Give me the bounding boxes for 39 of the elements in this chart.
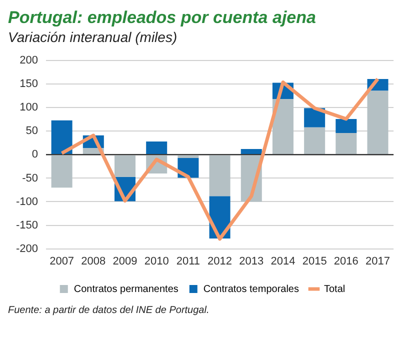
y-tick-label: 0 (32, 148, 38, 161)
x-tick-label: 2008 (81, 255, 106, 268)
bar (51, 120, 72, 154)
x-tick-label: 2010 (144, 255, 169, 268)
chart-title: Portugal: empleados por cuenta ajena (8, 8, 317, 28)
x-tick-label: 2013 (239, 255, 264, 268)
source-note: Fuente: a partir de datos del INE de Portugal. (8, 304, 210, 318)
legend-label: Contratos permanentes (74, 284, 178, 295)
y-tick-label: -150 (16, 219, 38, 232)
bar (209, 155, 230, 196)
y-tick-label: 150 (20, 78, 38, 90)
x-tick-label: 2009 (112, 255, 138, 268)
bar (114, 155, 136, 177)
x-tick-label: 2014 (270, 255, 296, 268)
bar (304, 127, 326, 154)
y-tick-label: 200 (20, 54, 38, 67)
x-tick-label: 2015 (302, 255, 327, 268)
x-tick-label: 2016 (334, 255, 358, 268)
bar (304, 108, 326, 128)
y-tick-label: -200 (16, 242, 38, 255)
bar (272, 99, 294, 154)
x-tick-label: 2017 (366, 255, 390, 268)
legend-label: Contratos temporales (203, 284, 299, 295)
bar (336, 118, 357, 134)
y-tick-label: 100 (20, 102, 38, 114)
bar (51, 155, 72, 188)
y-tick-label: 50 (26, 125, 38, 138)
bar (178, 155, 199, 158)
bar (146, 142, 168, 154)
bar (240, 149, 262, 154)
legend-label: Total (324, 284, 346, 295)
x-tick-label: 2011 (176, 255, 200, 268)
chart-subtitle: Variación interanual (miles) (8, 28, 178, 46)
y-tick-label: -50 (22, 172, 38, 184)
bar (336, 133, 357, 154)
x-tick-label: 2007 (50, 255, 74, 268)
y-tick-label: -100 (16, 196, 38, 208)
bar (367, 90, 388, 154)
x-tick-label: 2012 (208, 255, 232, 268)
